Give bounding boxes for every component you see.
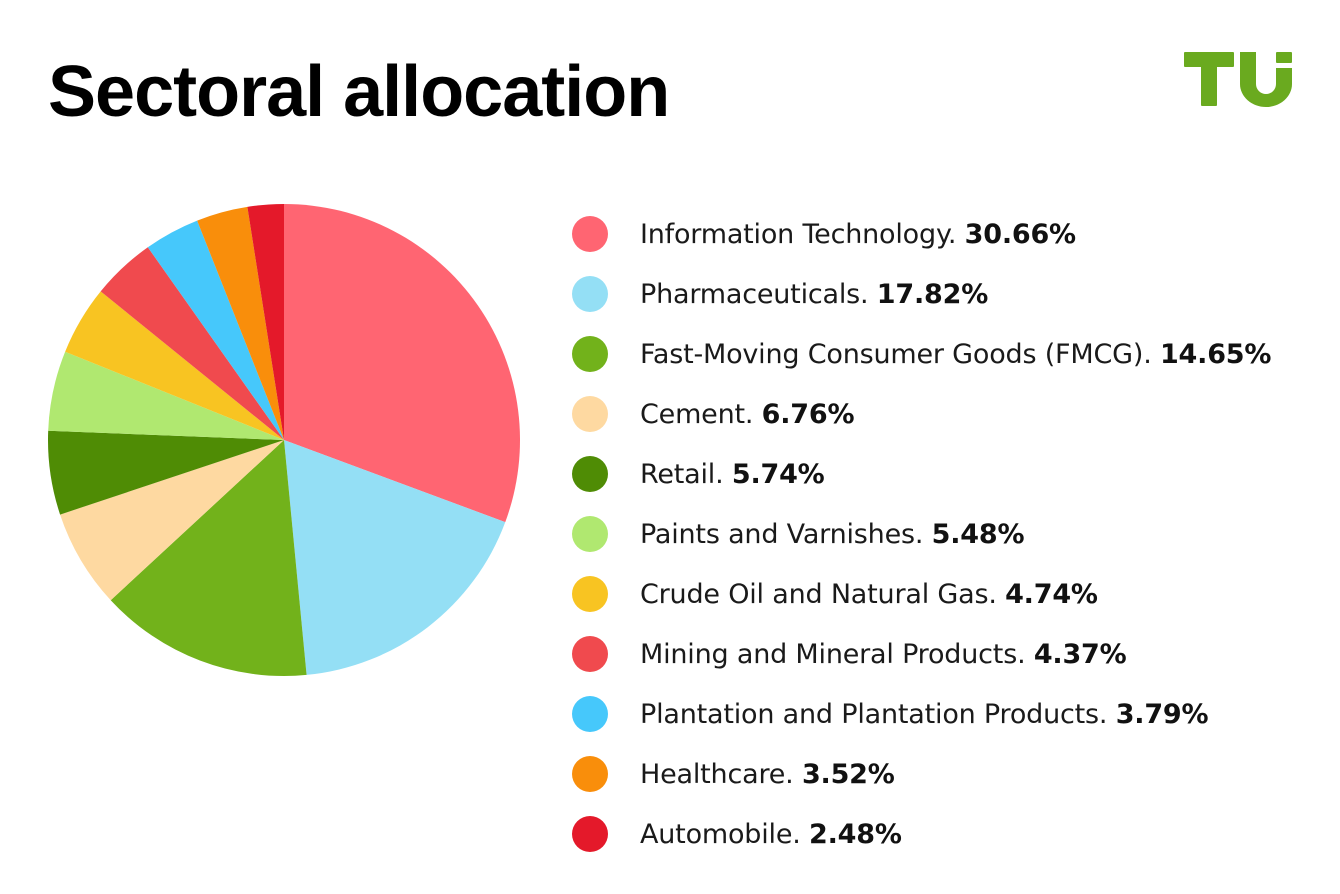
pie-slice-2: [110, 440, 307, 677]
legend-item: Cement. 6.76%: [572, 384, 1332, 444]
legend-value: 2.48%: [809, 818, 902, 850]
legend-value: 14.65%: [1159, 338, 1272, 370]
legend-label: Plantation and Plantation Products. 3.79…: [640, 698, 1209, 730]
legend-swatch: [572, 276, 608, 312]
legend-sector-name: Cement: [640, 398, 745, 430]
legend-swatch: [572, 636, 608, 672]
legend-item: Fast-Moving Consumer Goods (FMCG). 14.65…: [572, 324, 1332, 384]
legend-sector-name: Paints and Varnishes: [640, 518, 915, 550]
legend-swatch: [572, 576, 608, 612]
legend-sector-name: Information Technology: [640, 218, 948, 250]
legend-item: Mining and Mineral Products. 4.37%: [572, 624, 1332, 684]
legend-sector-name: Healthcare: [640, 758, 786, 790]
pie-slice-0: [284, 204, 521, 523]
legend-label: Retail. 5.74%: [640, 458, 825, 490]
legend-sector-name: Retail: [640, 458, 716, 490]
legend-value: 5.74%: [731, 458, 825, 490]
pie-slice-10: [247, 204, 284, 440]
legend-value: 30.66%: [964, 218, 1076, 250]
legend-swatch: [572, 816, 608, 852]
pie-slice-3: [60, 440, 285, 601]
legend-label: Automobile. 2.48%: [640, 818, 902, 850]
pie-slice-9: [197, 206, 284, 440]
pie-slice-7: [100, 247, 284, 440]
legend-swatch: [572, 696, 608, 732]
legend-swatch: [572, 756, 608, 792]
legend-value: 17.82%: [876, 278, 989, 310]
legend-sector-name: Crude Oil and Natural Gas: [640, 578, 989, 610]
legend-label: Crude Oil and Natural Gas. 4.74%: [640, 578, 1098, 610]
legend-sector-name: Pharmaceuticals: [640, 278, 861, 310]
brand-logo: TU: [1184, 50, 1294, 108]
legend-swatch: [572, 216, 608, 252]
legend-item: Healthcare. 3.52%: [572, 744, 1332, 804]
legend-swatch: [572, 456, 608, 492]
legend-value: 3.52%: [801, 758, 895, 790]
legend-label: Healthcare. 3.52%: [640, 758, 895, 790]
legend-item: Retail. 5.74%: [572, 444, 1332, 504]
legend-swatch: [572, 396, 608, 432]
pie-slice-5: [48, 351, 285, 440]
legend-sector-name: Fast-Moving Consumer Goods (FMCG): [640, 338, 1144, 370]
legend-sector-name: Plantation and Plantation Products: [640, 698, 1099, 730]
legend-value: 3.79%: [1115, 698, 1209, 730]
pie-slice-6: [65, 291, 284, 440]
sector-pie-chart: [47, 204, 521, 677]
legend-swatch: [572, 336, 608, 372]
pie-slice-1: [284, 440, 506, 675]
legend-label: Information Technology. 30.66%: [640, 218, 1076, 250]
legend-label: Fast-Moving Consumer Goods (FMCG). 14.65…: [640, 338, 1272, 370]
legend-item: Crude Oil and Natural Gas. 4.74%: [572, 564, 1332, 624]
legend-item: Plantation and Plantation Products. 3.79…: [572, 684, 1332, 744]
chart-legend: Information Technology. 30.66% Pharmaceut…: [572, 204, 1332, 864]
legend-label: Pharmaceuticals. 17.82%: [640, 278, 989, 310]
legend-value: 5.48%: [931, 518, 1025, 550]
pie-slice-8: [147, 220, 284, 440]
logo-icon: [1184, 52, 1292, 107]
legend-label: Cement. 6.76%: [640, 398, 855, 430]
legend-value: 4.74%: [1005, 578, 1098, 610]
legend-label: Paints and Varnishes. 5.48%: [640, 518, 1025, 550]
legend-swatch: [572, 516, 608, 552]
legend-sector-name: Automobile: [640, 818, 793, 850]
legend-sector-name: Mining and Mineral Products: [640, 638, 1018, 670]
legend-value: 4.37%: [1033, 638, 1127, 670]
page-title: Sectoral allocation: [48, 52, 670, 132]
legend-value: 6.76%: [761, 398, 855, 430]
legend-item: Information Technology. 30.66%: [572, 204, 1332, 264]
pie-slice-4: [47, 430, 285, 515]
legend-item: Automobile. 2.48%: [572, 804, 1332, 864]
legend-item: Paints and Varnishes. 5.48%: [572, 504, 1332, 564]
legend-label: Mining and Mineral Products. 4.37%: [640, 638, 1127, 670]
legend-item: Pharmaceuticals. 17.82%: [572, 264, 1332, 324]
